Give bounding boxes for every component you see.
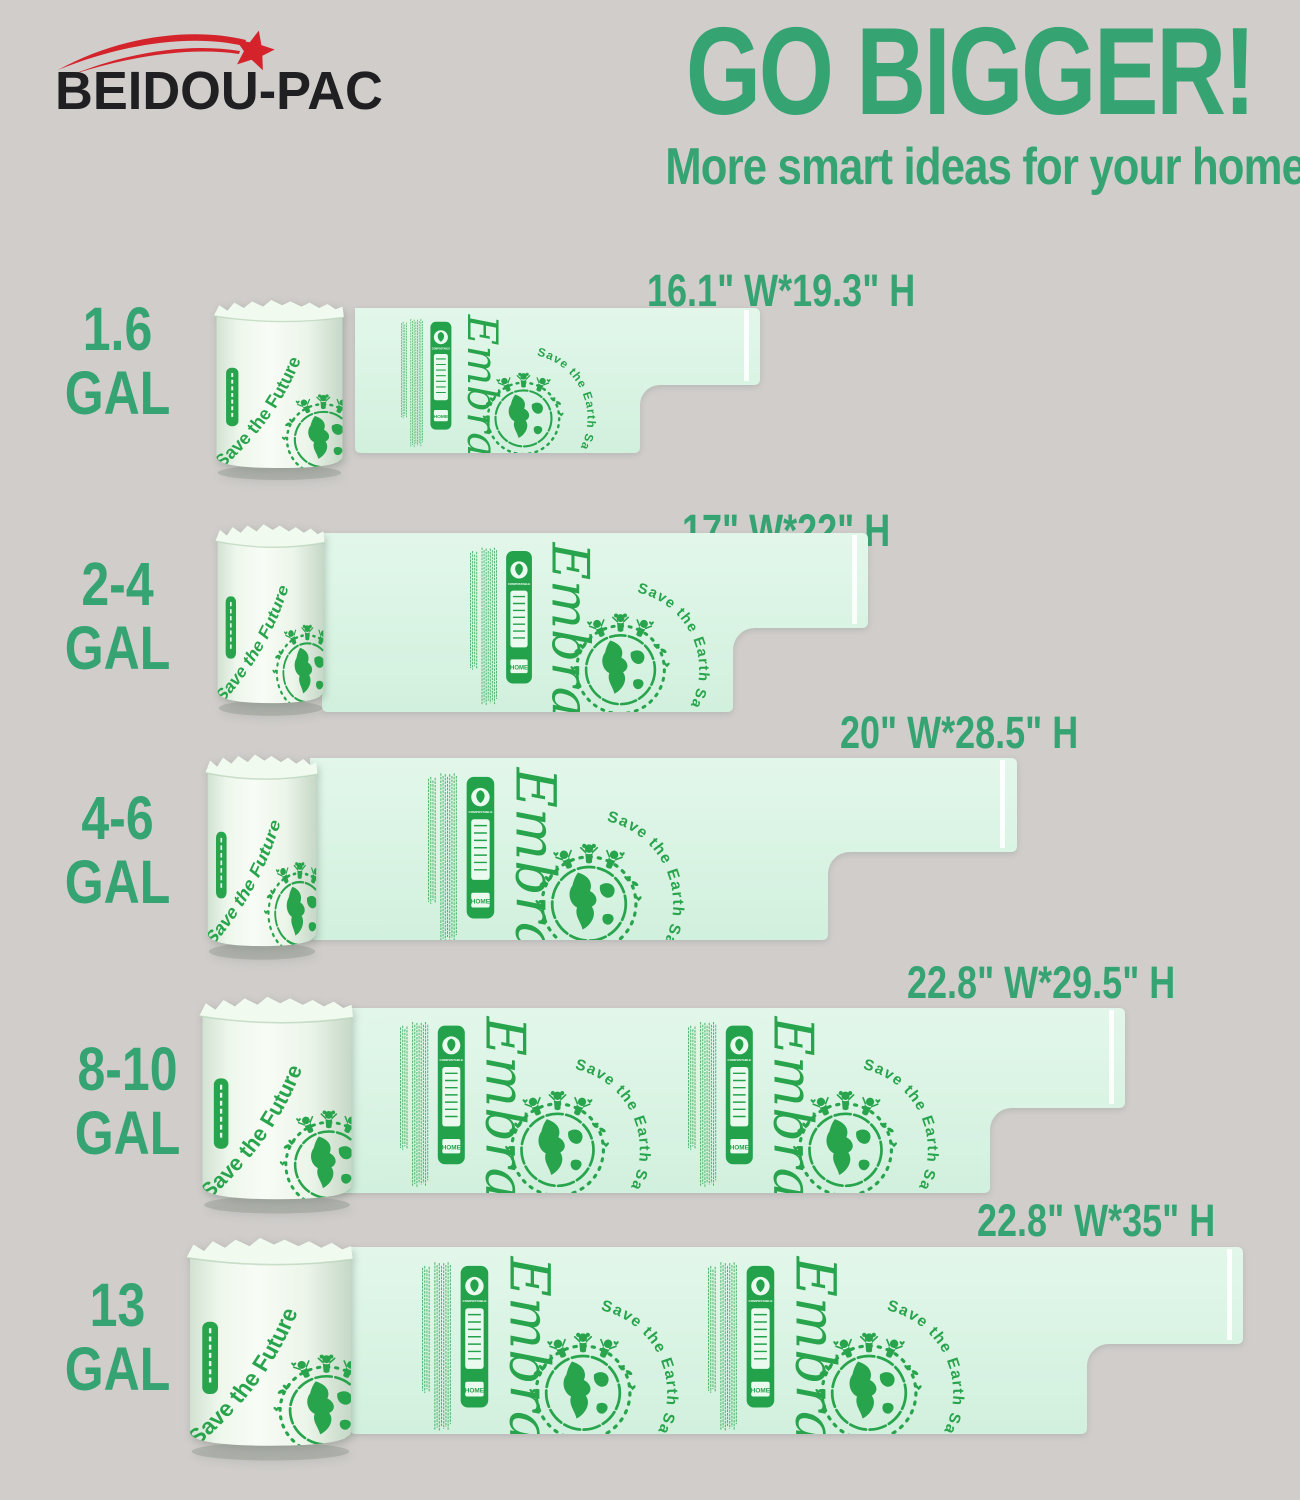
gallon-unit: GAL	[64, 1335, 171, 1403]
gallon-unit: GAL	[64, 359, 171, 427]
flat-bag-graphic-1	[355, 308, 760, 453]
bag-fold-highlight	[1227, 1249, 1232, 1340]
headline-title: GO BIGGER!	[685, 3, 1256, 141]
headline-subtitle: More smart ideas for your home	[665, 137, 1300, 196]
flat-bag-graphic-3	[310, 758, 1017, 940]
flat-bag-graphic-5	[350, 1247, 1243, 1434]
bag-fold-highlight	[744, 310, 749, 381]
gallon-size: 2-4	[81, 550, 154, 618]
headline: GO BIGGER! More smart ideas for your hom…	[610, 8, 1300, 193]
bag-roll-graphic-3	[203, 750, 321, 962]
bag-fold-highlight	[1109, 1010, 1114, 1104]
gallon-label-5: 13 GAL	[50, 1273, 185, 1401]
gallon-label-2: 2-4 GAL	[54, 552, 181, 680]
gallon-size: 1.6	[82, 295, 153, 363]
bag-roll-graphic-4	[196, 992, 358, 1216]
bag-fold-highlight	[852, 535, 857, 624]
gallon-label-3: 4-6 GAL	[54, 786, 181, 914]
logo-star-icon	[235, 30, 275, 71]
bag-roll-graphic-5	[183, 1233, 358, 1463]
dimension-label-1: 16.1" W*19.3" H	[647, 265, 916, 316]
gallon-label-4: 8-10 GAL	[60, 1037, 195, 1165]
bag-roll-graphic-1	[211, 296, 348, 482]
dimension-label-5: 22.8" W*35" H	[977, 1195, 1216, 1246]
gallon-unit: GAL	[74, 1099, 181, 1167]
gallon-unit: GAL	[64, 848, 171, 916]
logo-swoosh-icon	[58, 30, 275, 74]
bag-fold-highlight	[1000, 760, 1005, 848]
flat-bag-graphic-2	[322, 533, 868, 712]
gallon-label-1: 1.6 GAL	[54, 297, 181, 425]
gallon-size: 4-6	[81, 784, 154, 852]
dimension-label-3: 20" W*28.5" H	[840, 707, 1079, 758]
brand-logo: BEIDOU-PAC	[55, 22, 425, 122]
flat-bag-graphic-4	[300, 1008, 1125, 1193]
gallon-size: 8-10	[77, 1035, 178, 1103]
dimension-label-4: 22.8" W*29.5" H	[907, 957, 1176, 1008]
bag-roll-graphic-2	[213, 520, 328, 718]
brand-name: BEIDOU-PAC	[55, 61, 383, 121]
gallon-size: 13	[89, 1271, 146, 1339]
gallon-unit: GAL	[64, 614, 171, 682]
